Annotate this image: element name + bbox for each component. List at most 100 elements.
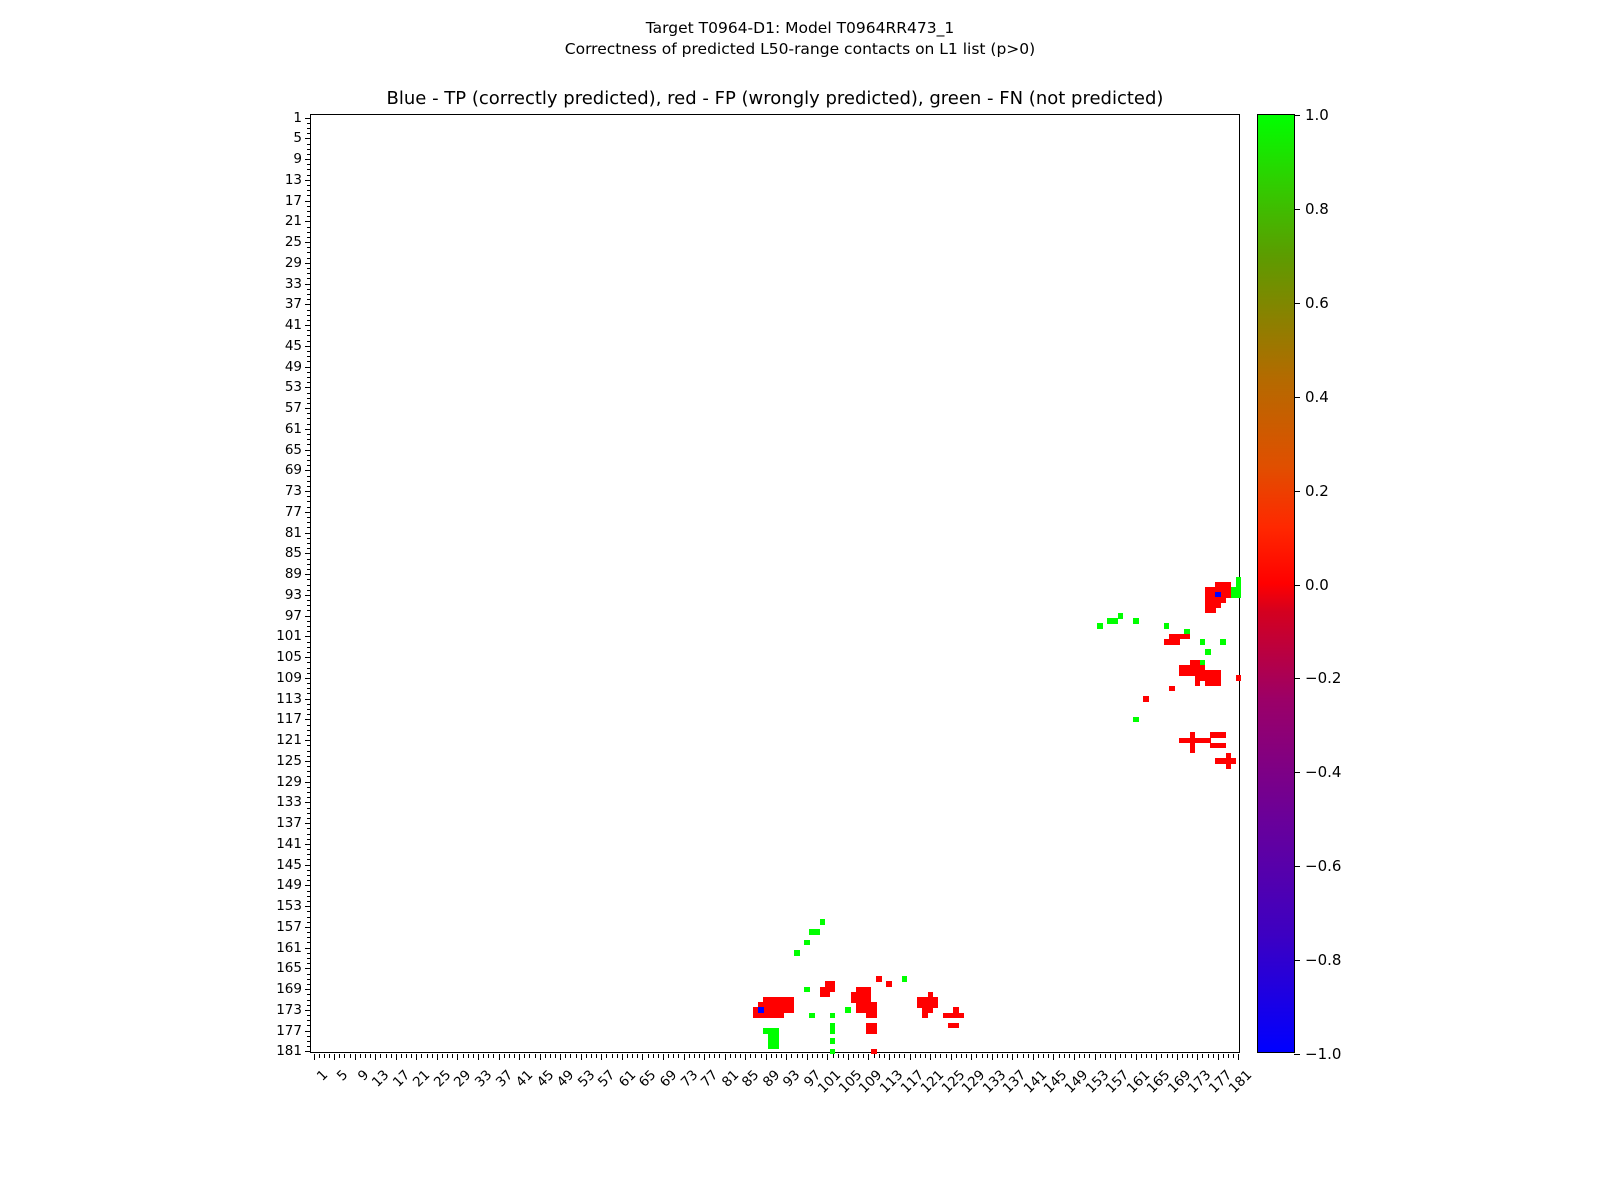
contact-cell xyxy=(865,1007,872,1013)
colorbar-tick-label: −0.8 xyxy=(1305,951,1342,970)
contact-cell xyxy=(865,1022,872,1029)
colorbar[interactable]: 1.0 0.8 0.6 0.4 0.2 0.0 −0.2 −0.4 −0.6 −0.8 −1.0 xyxy=(1257,106,1341,1063)
y-tick xyxy=(307,973,311,975)
y-tick xyxy=(307,133,311,135)
contact-cell xyxy=(773,1012,779,1019)
x-tick xyxy=(960,1054,962,1058)
y-tick-label: 61 xyxy=(284,420,302,437)
y-tick xyxy=(307,434,311,436)
contact-cell xyxy=(1235,592,1242,598)
contact-cell xyxy=(778,1012,785,1019)
x-tick xyxy=(539,1054,541,1060)
contact-cell xyxy=(922,1002,928,1008)
contact-cell xyxy=(763,996,769,1003)
figure-suptitle: Target T0964-D1: Model T0964RR473_1 Corre… xyxy=(0,18,1600,60)
y-tick xyxy=(307,506,311,508)
contact-cell xyxy=(1210,592,1216,598)
y-tick xyxy=(305,428,311,430)
y-tick xyxy=(305,906,311,908)
contact-cell xyxy=(1220,742,1226,749)
y-tick-label: 17 xyxy=(284,192,302,209)
x-tick xyxy=(380,1054,382,1058)
x-tick xyxy=(832,1054,834,1058)
contact-cell xyxy=(1210,680,1216,687)
y-tick xyxy=(305,636,311,638)
x-tick xyxy=(560,1054,562,1060)
y-tick-label: 149 xyxy=(276,877,302,894)
x-tick xyxy=(704,1054,706,1060)
y-tick xyxy=(305,242,311,244)
contact-cell xyxy=(1215,597,1221,604)
y-tick xyxy=(307,205,311,207)
x-tick xyxy=(1089,1054,1091,1058)
y-tick xyxy=(305,719,311,721)
y-tick xyxy=(305,781,311,783)
x-tick xyxy=(919,1054,921,1058)
x-tick xyxy=(950,1054,952,1060)
x-tick xyxy=(1104,1054,1106,1058)
y-tick-label: 153 xyxy=(276,898,302,915)
y-tick xyxy=(307,257,311,259)
contact-cell xyxy=(865,1012,872,1019)
x-tick xyxy=(621,1054,623,1060)
y-tick xyxy=(307,963,311,965)
y-tick xyxy=(307,875,311,877)
contact-map-plot-area[interactable]: 1 5 9 13 17 21 25 29 33 37 41 45 49 53 57 61 65 69 73 77 81 8… xyxy=(276,110,1256,1097)
colorbar-tick-label: 0.6 xyxy=(1305,293,1329,312)
suptitle-line-1: Target T0964-D1: Model T0964RR473_1 xyxy=(645,19,955,37)
x-tick xyxy=(549,1054,551,1058)
contact-cell xyxy=(778,1002,785,1008)
x-tick xyxy=(606,1054,608,1058)
x-tick xyxy=(524,1054,526,1058)
contact-cell xyxy=(865,1002,872,1008)
y-tick-label: 125 xyxy=(276,752,302,769)
y-tick xyxy=(307,958,311,960)
x-tick xyxy=(1197,1054,1199,1060)
x-tick xyxy=(1202,1054,1204,1058)
x-tick xyxy=(817,1054,819,1058)
x-tick xyxy=(493,1054,495,1058)
y-tick-label: 73 xyxy=(284,483,302,500)
x-tick xyxy=(426,1054,428,1058)
contact-cell xyxy=(824,981,831,987)
x-tick xyxy=(1027,1054,1029,1058)
y-tick xyxy=(305,179,311,181)
x-tick xyxy=(796,1054,798,1058)
y-tick xyxy=(305,1051,311,1053)
contact-cell xyxy=(922,1012,928,1019)
y-tick xyxy=(307,169,311,171)
x-tick xyxy=(1145,1054,1147,1058)
x-tick xyxy=(1084,1054,1086,1058)
contact-cell xyxy=(1215,680,1221,687)
y-tick xyxy=(307,314,311,316)
x-tick xyxy=(416,1054,418,1060)
contact-cell xyxy=(773,1002,779,1008)
contact-cell xyxy=(1174,638,1180,645)
contact-cell xyxy=(1215,581,1221,588)
contact-cell xyxy=(927,991,934,998)
x-tick xyxy=(370,1054,372,1058)
contact-cell xyxy=(768,996,774,1003)
contact-cell xyxy=(1189,737,1196,744)
y-tick xyxy=(307,828,311,830)
y-tick xyxy=(307,589,311,591)
x-tick xyxy=(1233,1054,1235,1058)
y-tick xyxy=(307,174,311,176)
y-tick xyxy=(307,610,311,612)
y-tick-label: 169 xyxy=(276,981,302,998)
contact-cell xyxy=(829,986,836,993)
x-tick xyxy=(1171,1054,1173,1058)
x-tick xyxy=(1002,1054,1004,1058)
contact-cell xyxy=(850,991,857,998)
x-tick xyxy=(662,1054,664,1060)
colorbar-tick-label: −0.6 xyxy=(1305,857,1342,876)
contact-cell xyxy=(793,950,800,956)
x-tick xyxy=(462,1054,464,1058)
y-tick-label: 101 xyxy=(276,628,302,645)
y-tick xyxy=(307,859,311,861)
contact-cell xyxy=(1169,638,1175,645)
y-tick xyxy=(307,216,311,218)
y-tick-label: 117 xyxy=(276,711,302,728)
x-tick xyxy=(945,1054,947,1058)
colorbar-tick xyxy=(1294,960,1300,962)
